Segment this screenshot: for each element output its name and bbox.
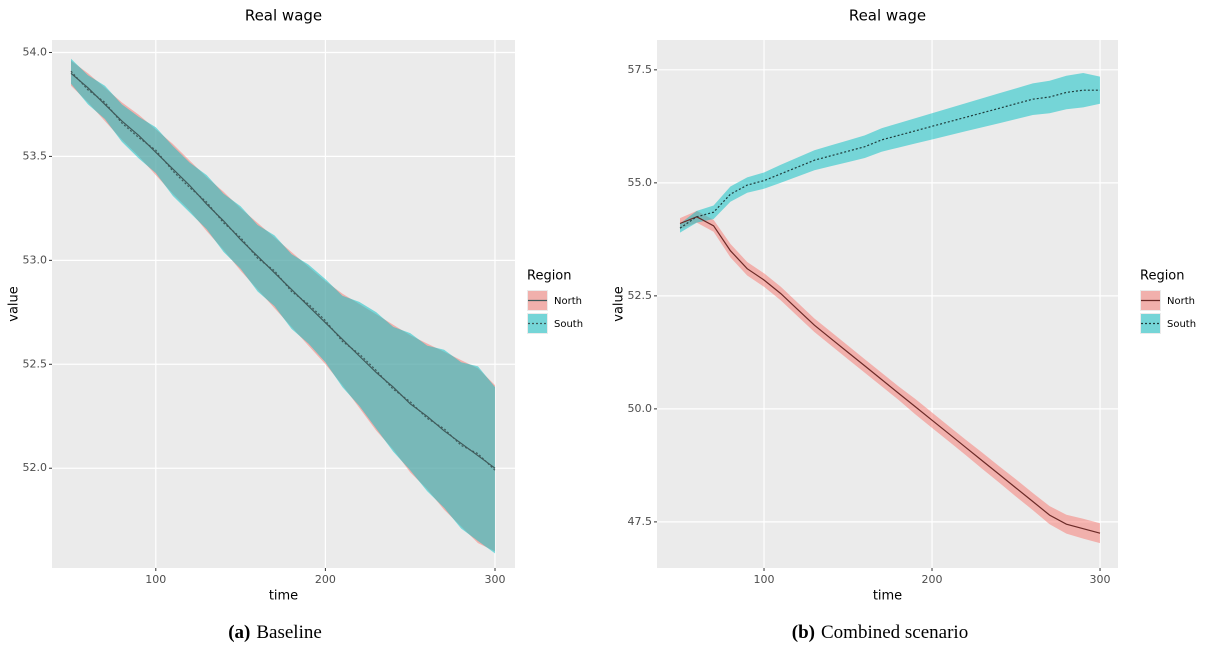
legend-label: South <box>554 319 583 330</box>
ribbon <box>680 210 1100 544</box>
y-axis-label: value <box>612 286 627 322</box>
x-tick-label: 300 <box>1090 573 1111 586</box>
y-tick-label: 52.0 <box>23 461 48 474</box>
x-tick-label: 200 <box>315 573 336 586</box>
caption-text: Baseline <box>256 622 321 643</box>
y-axis-label: value <box>7 286 22 322</box>
y-tick-label: 53.0 <box>23 253 48 266</box>
legend-title: Region <box>1140 269 1185 284</box>
caption-text: Combined scenario <box>821 622 968 643</box>
line <box>679 216 1101 534</box>
y-tick-label: 47.5 <box>628 515 653 528</box>
ribbon <box>71 58 495 554</box>
legend-label: South <box>1167 319 1196 330</box>
plot-background <box>657 40 1118 568</box>
caption: (a) Baseline <box>228 622 322 643</box>
legend-label: North <box>554 296 582 307</box>
legend-label: North <box>1167 296 1195 307</box>
x-tick-label: 300 <box>484 573 505 586</box>
y-tick-label: 52.5 <box>628 289 653 302</box>
x-tick-label: 100 <box>145 573 166 586</box>
line <box>70 72 496 469</box>
legend-title: Region <box>527 269 572 284</box>
caption-label: (b) <box>792 622 815 643</box>
y-tick-label: 55.0 <box>628 176 653 189</box>
chart-title: Real wage <box>245 7 322 25</box>
chart-title: Real wage <box>849 7 926 25</box>
y-tick-label: 53.5 <box>23 149 48 162</box>
caption: (b) Combined scenario <box>792 622 968 643</box>
y-tick-label: 50.0 <box>628 402 653 415</box>
ribbon <box>680 73 1100 233</box>
y-tick-label: 54.0 <box>23 45 48 58</box>
caption-label: (a) <box>228 622 250 643</box>
x-tick-label: 100 <box>754 573 775 586</box>
y-tick-label: 57.5 <box>628 63 653 76</box>
x-tick-label: 200 <box>922 573 943 586</box>
x-axis-label: time <box>269 589 298 604</box>
y-tick-label: 52.5 <box>23 357 48 370</box>
x-axis-label: time <box>873 589 902 604</box>
line <box>679 89 1100 229</box>
